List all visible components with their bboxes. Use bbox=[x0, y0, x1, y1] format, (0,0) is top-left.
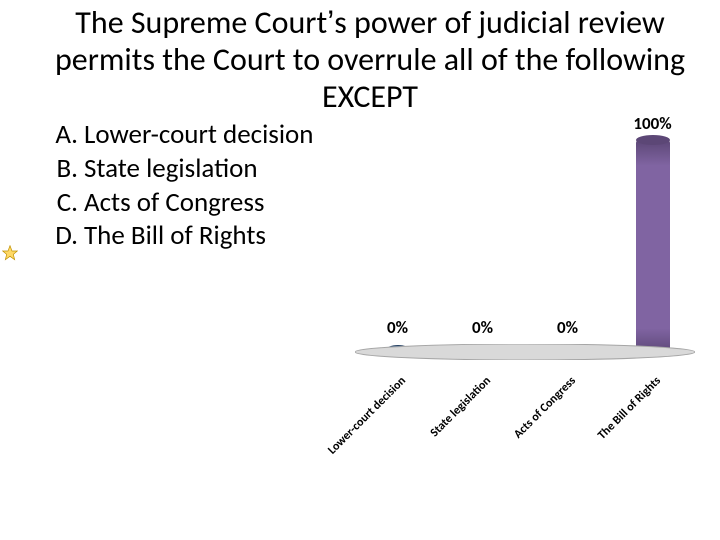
chart-x-labels: Lower-court decisionState legislationAct… bbox=[350, 366, 690, 456]
chart-value-label: 0% bbox=[525, 317, 610, 338]
answer-letter: C. bbox=[48, 186, 84, 220]
chart-x-label: Acts of Congress bbox=[484, 374, 579, 469]
question-title: The Supreme Court’s power of judicial re… bbox=[40, 4, 700, 115]
chart-baseline bbox=[355, 344, 695, 360]
answer-letter: D. bbox=[48, 219, 84, 253]
chart-x-label: State legislation bbox=[399, 374, 494, 469]
chart-x-label: Lower-court decision bbox=[314, 374, 409, 469]
chart-value-label: 0% bbox=[440, 317, 525, 338]
chart-bars: 0%0%0%100% bbox=[355, 120, 695, 354]
chart-plot-area: 0%0%0%100% bbox=[355, 120, 695, 360]
chart-value-label: 0% bbox=[355, 317, 440, 338]
slide: { "title_parts": { "pre": "The Supreme C… bbox=[0, 0, 720, 540]
correct-answer-star-icon bbox=[2, 245, 18, 261]
response-chart: 0%0%0%100% Lower-court decisionState leg… bbox=[350, 120, 700, 460]
chart-value-label: 100% bbox=[610, 113, 695, 134]
title-pre: The Supreme Court bbox=[75, 3, 327, 42]
chart-bar-cap bbox=[636, 135, 670, 145]
chart-x-label: The Bill of Rights bbox=[569, 374, 664, 469]
chart-bar bbox=[636, 140, 670, 354]
answer-letter: A. bbox=[48, 118, 84, 152]
answer-letter: B. bbox=[48, 152, 84, 186]
